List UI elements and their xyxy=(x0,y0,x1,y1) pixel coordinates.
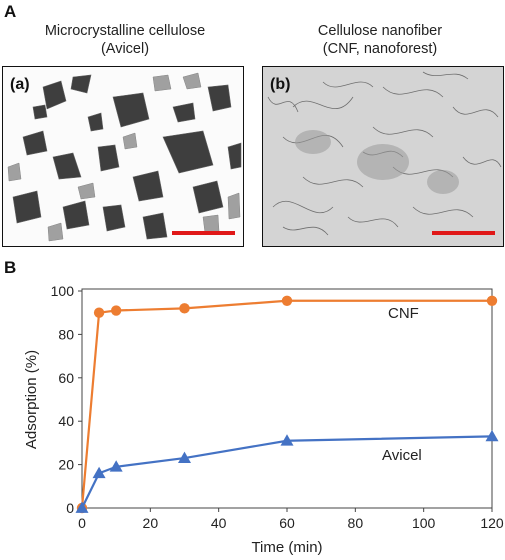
chart-axes xyxy=(81,288,493,509)
y-tick-label: 100 xyxy=(51,283,75,299)
image-b-caption-line2: (CNF, nanoforest) xyxy=(322,41,438,57)
y-tick-label: 20 xyxy=(58,457,74,473)
scale-bar-a xyxy=(172,231,235,235)
x-tick-label: 80 xyxy=(348,515,364,531)
x-tick-label: 100 xyxy=(412,515,436,531)
y-tick-label: 40 xyxy=(58,413,74,429)
plot-frame xyxy=(81,288,493,509)
image-a-caption-line1: Microcrystalline cellulose xyxy=(44,23,206,39)
y-tick-label: 60 xyxy=(58,370,74,386)
series-label-avicel: Avicel xyxy=(382,447,422,464)
y-axis-label: Adsorption (%) xyxy=(23,350,40,449)
data-point-cnf xyxy=(281,295,293,306)
series-label-cnf: CNF xyxy=(388,305,419,322)
image-b-caption-line1: Cellulose nanofiber xyxy=(317,23,443,39)
chart-series xyxy=(75,295,499,514)
y-tick-label: 0 xyxy=(66,500,74,516)
x-tick-label: 120 xyxy=(480,515,504,531)
chart-ticks: 0 20 40 60 80 100 120 0 20 40 60 80 100 xyxy=(51,283,504,531)
x-tick-label: 60 xyxy=(279,515,295,531)
panel-b-letter: B xyxy=(4,258,17,277)
micrograph-avicel xyxy=(2,66,244,247)
x-tick-label: 20 xyxy=(143,515,159,531)
panel-a-letter: A xyxy=(4,2,17,21)
data-point-cnf xyxy=(486,295,498,306)
data-point-avicel xyxy=(109,460,123,472)
data-point-avicel xyxy=(178,451,191,463)
x-tick-label: 40 xyxy=(211,515,227,531)
series-line-cnf xyxy=(80,299,492,509)
data-point-avicel xyxy=(280,434,294,446)
data-point-cnf xyxy=(93,307,105,318)
x-tick-label: 0 xyxy=(78,515,86,531)
image-a-label: (a) xyxy=(10,76,30,93)
data-point-avicel xyxy=(92,466,106,479)
image-a-caption-line2: (Avicel) xyxy=(100,41,150,57)
data-point-avicel xyxy=(485,429,499,442)
scale-bar-b xyxy=(432,231,495,235)
data-point-cnf xyxy=(110,305,122,316)
series-line-avicel xyxy=(81,435,493,509)
micrograph-cnf xyxy=(262,66,504,247)
data-point-avicel xyxy=(75,501,89,513)
x-axis-label: Time (min) xyxy=(251,539,322,556)
data-point-cnf xyxy=(179,303,190,314)
image-b-label: (b) xyxy=(270,76,291,93)
chart-labels: Time (min) Adsorption (%) CNF Avicel xyxy=(23,305,422,556)
image-a-caption: Microcrystalline cellulose (Avicel) xyxy=(0,22,250,58)
image-b-caption: Cellulose nanofiber (CNF, nanoforest) xyxy=(255,22,505,58)
y-tick-label: 80 xyxy=(58,326,74,342)
